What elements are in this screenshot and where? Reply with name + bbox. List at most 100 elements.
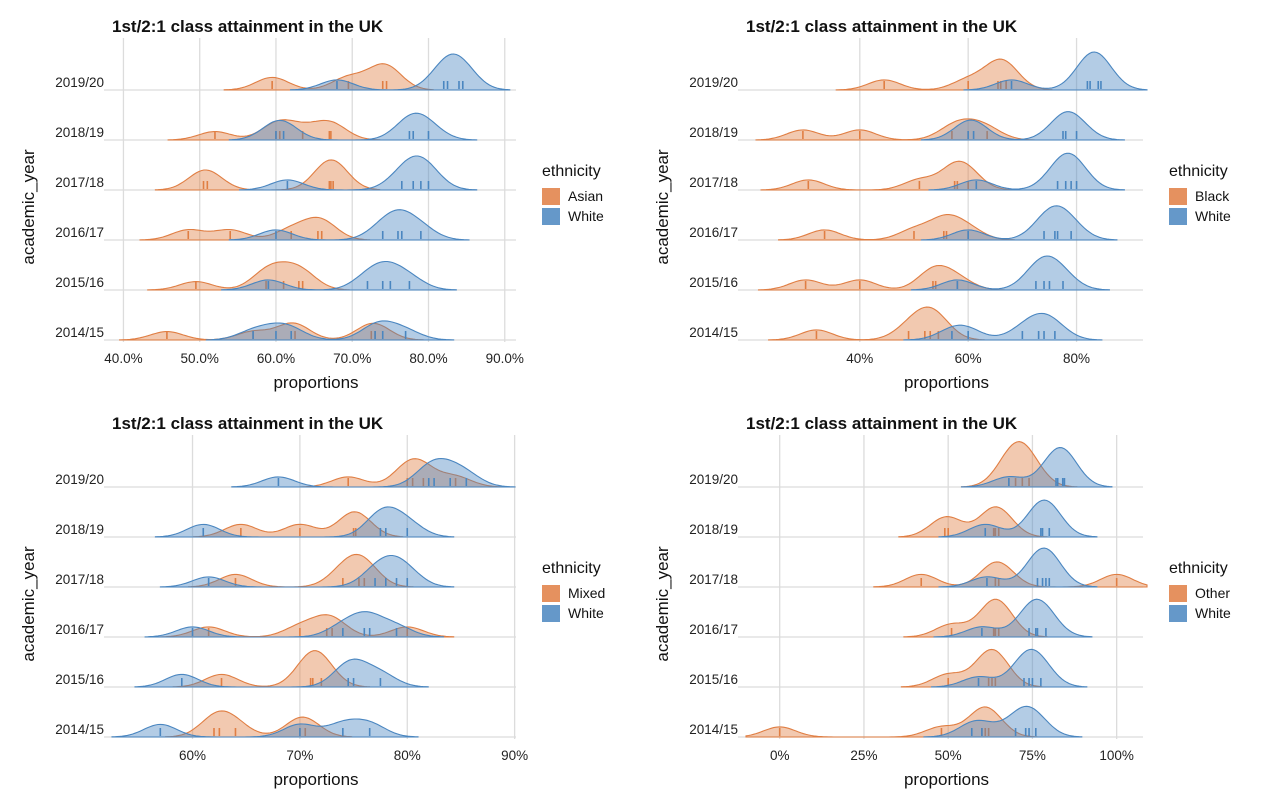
y-axis-title: academic_year xyxy=(19,149,38,265)
y-tick-label: 2015/16 xyxy=(689,275,738,290)
chart-panel-3: 1st/2:1 class attainment in the UK 2014/1… xyxy=(19,414,605,789)
x-tick-label: 50% xyxy=(935,748,962,763)
x-tick-label: 50.0% xyxy=(181,351,219,366)
density-ridge-other-2019-20 xyxy=(960,441,1078,488)
y-tick-label: 2016/17 xyxy=(55,622,104,637)
density-ridge-white-2015-16 xyxy=(910,255,1110,291)
x-axis-title: proportions xyxy=(904,373,989,392)
density-ridge-mixed-2016-17 xyxy=(159,614,455,638)
x-axis-title: proportions xyxy=(273,770,358,789)
legend-label: Other xyxy=(1195,585,1230,601)
density-ridge-white-2019-20 xyxy=(231,457,516,488)
x-tick-label: 40% xyxy=(846,351,873,366)
legend-title: ethnicity xyxy=(542,560,601,577)
chart-title: 1st/2:1 class attainment in the UK xyxy=(112,17,384,36)
legend-swatch xyxy=(1169,188,1187,205)
chart-title: 1st/2:1 class attainment in the UK xyxy=(746,17,1018,36)
y-tick-label: 2016/17 xyxy=(55,225,104,240)
y-axis-title: academic_year xyxy=(653,149,672,265)
density-ridge-white-2014-15 xyxy=(923,705,1083,738)
density-ridge-other-2016-17 xyxy=(903,598,1048,638)
legend-label: White xyxy=(568,208,604,224)
x-tick-label: 80.0% xyxy=(409,351,447,366)
legend-swatch xyxy=(542,208,560,225)
density-ridge-white-2019-20 xyxy=(960,447,1113,488)
density-ridge-white-2019-20 xyxy=(289,53,511,91)
y-tick-label: 2019/20 xyxy=(689,472,738,487)
chart-title: 1st/2:1 class attainment in the UK xyxy=(746,414,1018,433)
density-ridge-black-2017-18 xyxy=(760,160,1015,191)
density-ridge-asian-2019-20 xyxy=(223,63,434,91)
y-tick-label: 2016/17 xyxy=(689,622,738,637)
density-ridge-asian-2016-17 xyxy=(139,216,371,241)
density-ridge-white-2019-20 xyxy=(963,51,1148,91)
density-ridge-asian-2014-15 xyxy=(119,322,424,341)
density-ridge-white-2014-15 xyxy=(903,312,1103,341)
density-ridge-white-2015-16 xyxy=(930,648,1088,688)
density-ridge-white-2018-19 xyxy=(938,499,1098,538)
density-ridge-other-2014-15 xyxy=(745,706,1038,738)
density-ridge-white-2016-17 xyxy=(920,205,1118,241)
density-ridge-mixed-2015-16 xyxy=(172,650,371,688)
chart-panel-1: 1st/2:1 class attainment in the UK 2014/1… xyxy=(19,17,604,392)
density-ridge-other-2015-16 xyxy=(900,648,1043,688)
x-tick-label: 90.0% xyxy=(486,351,524,366)
density-ridge-mixed-2018-19 xyxy=(193,511,404,538)
density-ridge-white-2018-19 xyxy=(154,506,455,538)
legend-label: Asian xyxy=(568,188,603,204)
density-ridge-white-2015-16 xyxy=(221,260,457,291)
legend-label: Mixed xyxy=(568,585,605,601)
x-tick-label: 80% xyxy=(1063,351,1090,366)
y-tick-label: 2014/15 xyxy=(689,722,738,737)
x-tick-label: 60% xyxy=(955,351,982,366)
y-tick-label: 2015/16 xyxy=(689,672,738,687)
y-axis-title: academic_year xyxy=(653,546,672,662)
density-ridge-white-2014-15 xyxy=(111,718,419,738)
legend-label: White xyxy=(1195,605,1231,621)
y-tick-label: 2015/16 xyxy=(55,672,104,687)
x-tick-label: 75% xyxy=(1019,748,1046,763)
y-axis-title: academic_year xyxy=(19,546,38,662)
x-tick-label: 40.0% xyxy=(104,351,142,366)
x-tick-label: 90% xyxy=(501,748,528,763)
y-tick-label: 2017/18 xyxy=(689,175,738,190)
legend-swatch xyxy=(542,585,560,602)
x-tick-label: 0% xyxy=(770,748,790,763)
x-tick-label: 100% xyxy=(1099,748,1134,763)
legend-title: ethnicity xyxy=(1169,560,1228,577)
x-axis-title: proportions xyxy=(904,770,989,789)
y-tick-label: 2014/15 xyxy=(689,325,738,340)
y-tick-label: 2018/19 xyxy=(689,522,738,537)
x-tick-label: 60.0% xyxy=(257,351,295,366)
x-tick-label: 60% xyxy=(179,748,206,763)
y-tick-label: 2018/19 xyxy=(55,125,104,140)
density-ridge-white-2015-16 xyxy=(134,658,429,688)
density-ridge-mixed-2019-20 xyxy=(300,458,503,488)
density-ridge-white-2014-15 xyxy=(205,320,455,341)
y-tick-label: 2017/18 xyxy=(55,175,104,190)
y-tick-label: 2019/20 xyxy=(55,75,104,90)
y-tick-label: 2014/15 xyxy=(55,722,104,737)
legend-title: ethnicity xyxy=(1169,163,1228,180)
legend-swatch xyxy=(1169,605,1187,622)
legend-title: ethnicity xyxy=(542,163,601,180)
x-tick-label: 25% xyxy=(850,748,877,763)
y-tick-label: 2019/20 xyxy=(55,472,104,487)
density-ridge-white-2017-18 xyxy=(159,554,455,588)
density-ridge-white-2016-17 xyxy=(228,209,470,241)
legend-swatch xyxy=(1169,585,1187,602)
y-tick-label: 2018/19 xyxy=(689,125,738,140)
legend-label: Black xyxy=(1195,188,1230,204)
density-ridge-white-2018-19 xyxy=(228,112,478,141)
legend-label: White xyxy=(568,605,604,621)
density-ridge-white-2017-18 xyxy=(938,547,1098,588)
y-tick-label: 2018/19 xyxy=(55,522,104,537)
chart-panel-4: 1st/2:1 class attainment in the UK 2014/1… xyxy=(653,414,1231,789)
chart-title: 1st/2:1 class attainment in the UK xyxy=(112,414,384,433)
legend-swatch xyxy=(542,605,560,622)
y-tick-label: 2014/15 xyxy=(55,325,104,340)
density-ridge-black-2018-19 xyxy=(755,118,1035,141)
x-axis-title: proportions xyxy=(273,373,358,392)
density-ridge-white-2016-17 xyxy=(933,598,1093,638)
